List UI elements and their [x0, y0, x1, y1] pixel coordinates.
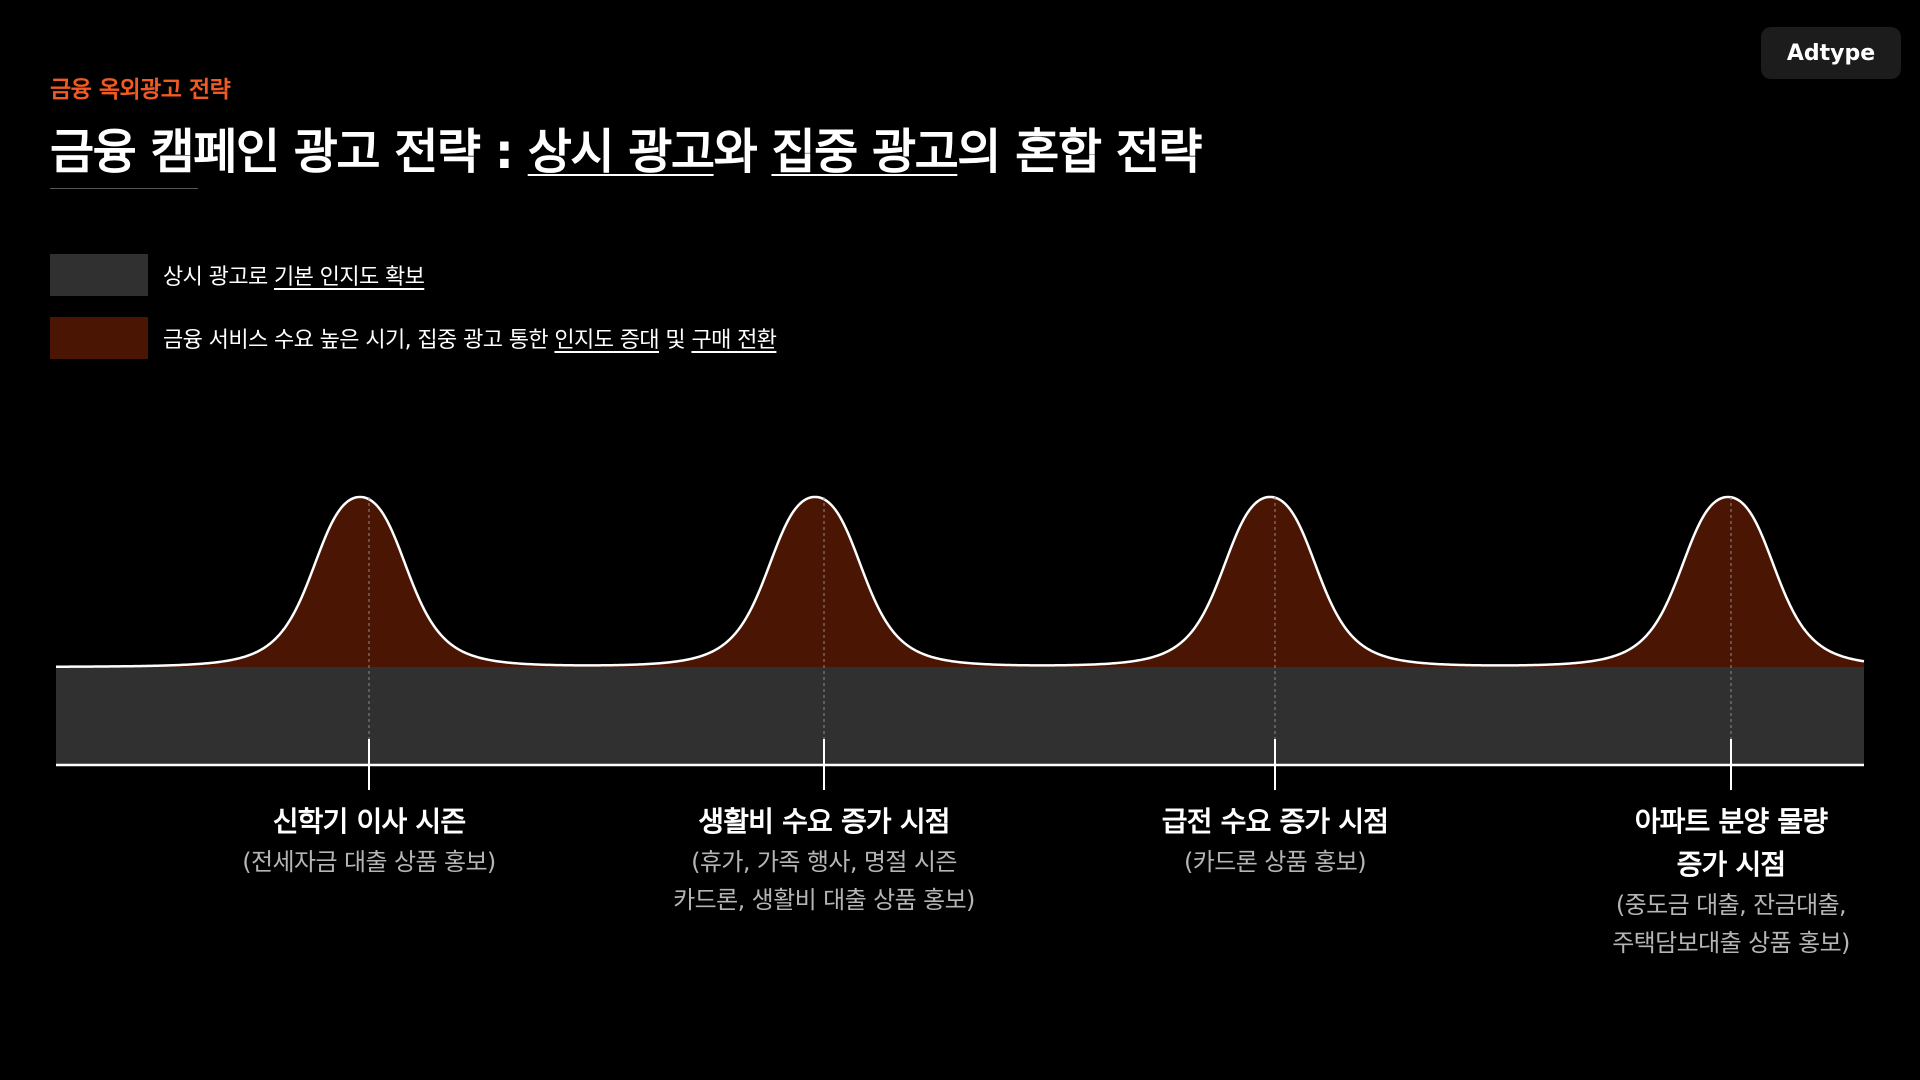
- peak-area-4: [1498, 497, 1864, 667]
- peak-label-desc: (중도금 대출, 잔금대출, 주택담보대출 상품 홍보): [1612, 891, 1850, 957]
- title-underline-2: 집중 광고: [771, 124, 958, 180]
- legend: 상시 광고로 기본 인지도 확보 금융 서비스 수요 높은 시기, 집중 광고 …: [50, 254, 777, 380]
- legend-text-a: 금융 서비스 수요 높은 시기, 집중 광고 통한: [163, 328, 555, 353]
- title-divider: [50, 188, 198, 189]
- peak-label-2: 생활비 수요 증가 시점 (휴가, 가족 행사, 명절 시즌 카드론, 생활비 대…: [604, 800, 1044, 919]
- peak-label-desc: (휴가, 가족 행사, 명절 시즌 카드론, 생활비 대출 상품 홍보): [673, 848, 975, 914]
- page-title: 금융 캠페인 광고 전략 : 상시 광고와 집중 광고의 혼합 전략: [50, 112, 1203, 182]
- legend-text-u2: 구매 전환: [691, 328, 777, 353]
- legend-text-a: 상시 광고로: [163, 265, 274, 290]
- peak-label-desc: (카드론 상품 홍보): [1184, 848, 1367, 876]
- peak-label-title: 생활비 수요 증가 시점: [698, 805, 950, 838]
- title-part-3: 의 혼합 전략: [957, 124, 1202, 180]
- peak-area-2: [585, 497, 1045, 667]
- legend-swatch-peak: [50, 317, 148, 359]
- title-part-2: 와: [713, 124, 772, 180]
- legend-text-u1: 기본 인지도 확보: [274, 265, 425, 290]
- peak-label-title: 아파트 분양 물량 증가 시점: [1634, 805, 1828, 881]
- legend-text-u1: 인지도 증대: [554, 328, 660, 353]
- peak-label-3: 급전 수요 증가 시점 (카드론 상품 홍보): [1055, 800, 1495, 881]
- demand-curve: [56, 495, 1865, 668]
- legend-text-b: 및: [659, 328, 692, 353]
- peak-label-1: 신학기 이사 시즌 (전세자금 대출 상품 홍보): [149, 800, 589, 881]
- legend-text-baseline: 상시 광고로 기본 인지도 확보: [163, 259, 425, 291]
- peak-area-1: [130, 497, 590, 667]
- brand-label: Adtype: [1786, 40, 1876, 66]
- peak-label-title: 신학기 이사 시즌: [272, 805, 466, 838]
- peak-label-title: 급전 수요 증가 시점: [1161, 805, 1389, 838]
- legend-item-peak: 금융 서비스 수요 높은 시기, 집중 광고 통한 인지도 증대 및 구매 전환: [50, 317, 777, 359]
- brand-badge[interactable]: Adtype: [1761, 27, 1901, 79]
- peak-label-desc: (전세자금 대출 상품 홍보): [242, 848, 496, 876]
- peak-area-3: [1040, 497, 1500, 667]
- baseline-band: [56, 667, 1864, 765]
- legend-text-peak: 금융 서비스 수요 높은 시기, 집중 광고 통한 인지도 증대 및 구매 전환: [163, 322, 777, 354]
- title-underline-1: 상시 광고: [527, 124, 715, 180]
- peak-label-4: 아파트 분양 물량 증가 시점 (중도금 대출, 잔금대출, 주택담보대출 상품 …: [1511, 800, 1920, 962]
- eyebrow-label: 금융 옥외광고 전략: [50, 77, 231, 103]
- title-part-1: 금융 캠페인 광고 전략 :: [50, 124, 528, 180]
- legend-swatch-baseline: [50, 254, 148, 296]
- legend-item-baseline: 상시 광고로 기본 인지도 확보: [50, 254, 776, 296]
